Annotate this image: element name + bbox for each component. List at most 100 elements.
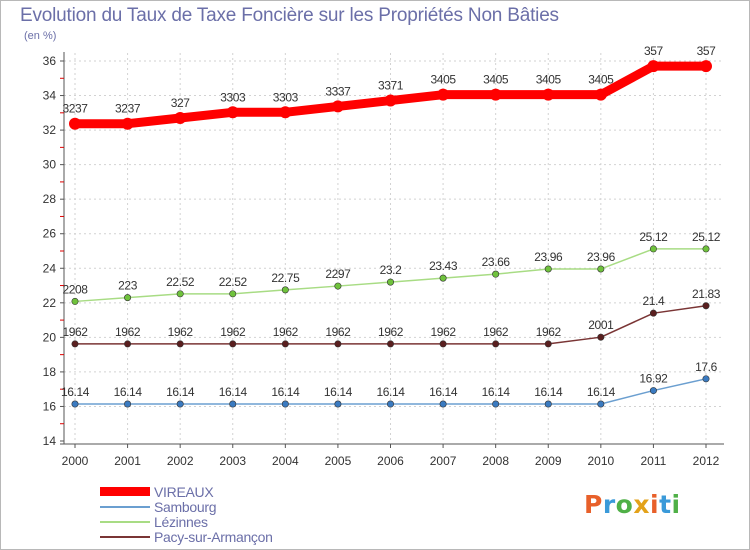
data-point-2-2009 xyxy=(544,265,552,273)
logo-letter: i xyxy=(650,490,660,519)
y-tick-label-20: 20 xyxy=(43,330,57,344)
data-label-0-2003: 3303 xyxy=(220,90,246,104)
data-label-1-2007: 16.14 xyxy=(429,385,458,399)
data-label-1-2005: 16.14 xyxy=(324,385,353,399)
data-label-2-2010: 23.96 xyxy=(587,250,616,264)
data-label-1-2010: 16.14 xyxy=(587,385,616,399)
y-tick-label-18: 18 xyxy=(43,365,57,379)
legend-item: VIREAUX xyxy=(100,483,273,500)
x-tick-label-2011: 2011 xyxy=(641,454,667,468)
data-label-3-2012: 21.83 xyxy=(692,287,721,301)
legend-item: Sambourg xyxy=(100,499,273,515)
data-point-2-2000 xyxy=(71,297,79,305)
x-tick-label-2005: 2005 xyxy=(325,454,352,468)
data-point-0-2011 xyxy=(647,60,660,73)
data-label-0-2011: 357 xyxy=(644,44,664,58)
x-tick-label-2009: 2009 xyxy=(535,454,562,468)
data-point-1-2001 xyxy=(124,400,132,408)
data-point-3-2003 xyxy=(229,340,237,348)
data-point-3-2010 xyxy=(597,333,605,341)
logo-letter: P xyxy=(584,490,603,519)
logo-letter: o xyxy=(615,490,634,519)
y-tick-label-30: 30 xyxy=(43,158,57,172)
data-point-3-2012 xyxy=(702,302,710,310)
data-point-2-2004 xyxy=(281,286,289,294)
data-label-2-2004: 22.75 xyxy=(271,271,300,285)
legend-swatch xyxy=(100,487,150,496)
data-label-2-2008: 23.66 xyxy=(482,255,511,269)
data-point-2-2012 xyxy=(702,245,710,253)
y-tick-label-34: 34 xyxy=(43,89,57,103)
data-point-2-2005 xyxy=(334,282,342,290)
data-label-1-2002: 16.14 xyxy=(166,385,195,399)
data-label-0-2000: 3237 xyxy=(62,102,88,116)
data-point-3-2002 xyxy=(176,340,184,348)
data-point-0-2010 xyxy=(594,88,607,101)
y-tick-label-22: 22 xyxy=(43,296,57,310)
data-label-2-2006: 23.2 xyxy=(380,263,402,277)
data-point-1-2009 xyxy=(544,400,552,408)
x-tick-label-2004: 2004 xyxy=(272,454,299,468)
data-point-2-2006 xyxy=(386,278,394,286)
data-label-0-2002: 327 xyxy=(171,96,191,110)
x-tick-label-2000: 2000 xyxy=(62,454,89,468)
y-tick-label-32: 32 xyxy=(43,123,57,137)
data-label-0-2009: 3405 xyxy=(536,73,562,87)
data-label-0-2010: 3405 xyxy=(588,73,614,87)
data-point-1-2008 xyxy=(492,400,500,408)
data-label-3-2000: 1962 xyxy=(62,325,88,339)
data-label-0-2007: 3405 xyxy=(431,73,457,87)
data-label-1-2004: 16.14 xyxy=(271,385,300,399)
y-tick-label-14: 14 xyxy=(43,434,57,448)
data-point-0-2008 xyxy=(489,88,502,101)
data-point-3-2011 xyxy=(649,309,657,317)
data-label-3-2009: 1962 xyxy=(536,325,562,339)
legend-swatch xyxy=(100,505,150,508)
data-label-3-2005: 1962 xyxy=(325,325,351,339)
x-tick-label-2003: 2003 xyxy=(219,454,246,468)
data-point-1-2007 xyxy=(439,400,447,408)
legend-label: VIREAUX xyxy=(154,483,214,500)
y-tick-label-26: 26 xyxy=(43,227,57,241)
legend-swatch xyxy=(100,535,150,538)
legend-item: Lézinnes xyxy=(100,513,273,530)
data-point-0-2006 xyxy=(384,94,397,107)
data-label-2-2009: 23.96 xyxy=(534,250,563,264)
logo-letter: r xyxy=(602,490,616,519)
data-point-0-2002 xyxy=(174,112,187,124)
y-tick-label-24: 24 xyxy=(43,261,57,275)
data-point-1-2010 xyxy=(597,400,605,408)
data-point-1-2000 xyxy=(71,400,79,408)
x-tick-label-2012: 2012 xyxy=(693,454,720,468)
x-tick-label-2006: 2006 xyxy=(377,454,404,468)
data-point-1-2002 xyxy=(176,400,184,408)
y-tick-label-36: 36 xyxy=(43,54,57,68)
data-point-2-2008 xyxy=(492,270,500,278)
data-label-2-2001: 223 xyxy=(118,279,138,293)
data-point-3-2000 xyxy=(71,340,79,348)
data-label-3-2008: 1962 xyxy=(483,325,509,339)
data-label-1-2001: 16.14 xyxy=(114,385,143,399)
data-point-2-2002 xyxy=(176,290,184,298)
data-point-2-2011 xyxy=(649,245,657,253)
legend-label: Lézinnes xyxy=(154,513,208,530)
y-axis-unit: (en %) xyxy=(24,30,57,42)
data-label-3-2010: 2001 xyxy=(588,318,614,332)
x-tick-label-2008: 2008 xyxy=(482,454,509,468)
data-label-1-2008: 16.14 xyxy=(482,385,511,399)
data-label-2-2012: 25.12 xyxy=(692,230,721,244)
data-label-1-2011: 16.92 xyxy=(639,372,668,386)
legend: VIREAUX Sambourg Lézinnes Pacy-sur-Armançon xyxy=(100,483,273,545)
data-point-2-2010 xyxy=(597,265,605,273)
data-point-3-2008 xyxy=(492,340,500,348)
legend-item: Pacy-sur-Armançon xyxy=(100,529,273,545)
data-point-2-2003 xyxy=(229,290,237,298)
y-tick-label-16: 16 xyxy=(43,399,57,413)
data-label-2-2003: 22.52 xyxy=(219,275,248,289)
data-label-1-2009: 16.14 xyxy=(534,385,563,399)
data-point-3-2007 xyxy=(439,340,447,348)
data-label-3-2006: 1962 xyxy=(378,325,404,339)
